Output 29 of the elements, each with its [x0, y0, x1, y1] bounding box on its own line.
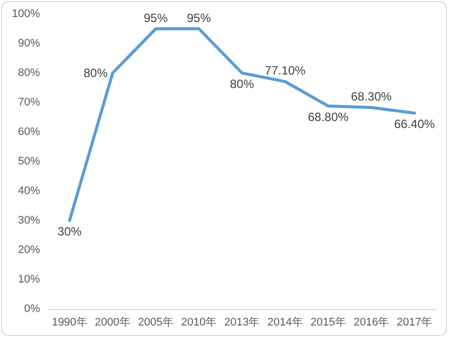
data-label: 77.10%	[264, 64, 306, 78]
x-tick-label: 2005年	[138, 316, 174, 328]
x-tick-label: 2017年	[396, 316, 432, 328]
data-label: 95%	[144, 10, 168, 25]
y-tick-label: 100%	[12, 8, 40, 20]
x-tick-label: 2010年	[181, 316, 217, 328]
x-tick-label: 1990年	[52, 316, 88, 328]
y-tick-label: 30%	[18, 214, 40, 226]
data-label: 66.40%	[394, 117, 436, 132]
x-tick-label: 2015年	[310, 316, 346, 328]
x-tick-label: 2014年	[267, 316, 303, 328]
data-label: 30%	[58, 224, 82, 238]
x-tick-label: 2000年	[94, 316, 130, 328]
y-tick-label: 70%	[18, 96, 40, 108]
x-tick-label: 2013年	[224, 316, 260, 328]
y-tick-label: 90%	[18, 38, 40, 50]
y-tick-label: 80%	[18, 67, 40, 79]
y-tick-label: 10%	[18, 274, 40, 286]
data-label: 68.80%	[308, 110, 349, 124]
y-tick-label: 60%	[18, 126, 40, 138]
y-tick-label: 20%	[18, 244, 40, 256]
y-tick-label: 50%	[18, 156, 40, 168]
data-label: 80%	[84, 66, 108, 80]
data-label: 80%	[230, 77, 254, 91]
y-tick-label: 0%	[24, 303, 40, 315]
data-label: 68.30%	[350, 90, 392, 104]
data-label: 95%	[186, 10, 212, 25]
x-tick-label: 2016年	[354, 316, 390, 328]
y-tick-label: 40%	[18, 185, 40, 197]
